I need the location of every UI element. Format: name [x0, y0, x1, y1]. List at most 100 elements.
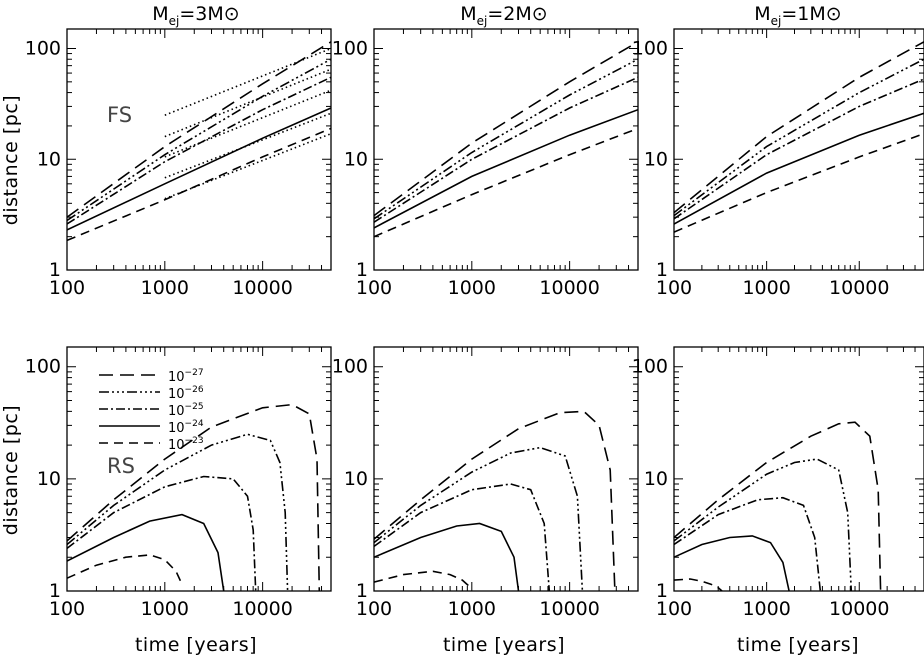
x-tick-label: 10000 — [829, 277, 889, 299]
column-title-1: Mej=3M⊙ — [152, 3, 239, 28]
row-label-rs: RS — [107, 454, 135, 478]
x-tick-label: 1000 — [141, 277, 189, 299]
series-line-dash-dot — [67, 76, 331, 225]
series-line-dash-dot — [674, 78, 924, 220]
y-tick-label: 10 — [37, 148, 61, 170]
y-tick-label: 10 — [37, 468, 61, 490]
y-tick-label: 100 — [332, 356, 368, 378]
series-line-long-dash — [374, 41, 638, 217]
series-line-dashed — [674, 578, 723, 591]
x-tick-label: 100 — [356, 277, 392, 299]
y-tick-label: 100 — [632, 38, 668, 60]
x-tick-label: 10000 — [539, 598, 599, 620]
series-line-dotted — [164, 68, 331, 138]
series-line-dash-dot — [374, 483, 551, 591]
series-line-dash-dot-dot-dot — [374, 58, 638, 220]
series-line-dashed — [67, 127, 331, 242]
y-tick-label: 1 — [356, 259, 368, 281]
y-tick-label: 1 — [49, 580, 61, 602]
series-line-dotted — [164, 132, 331, 200]
series-line-dash-dot-dot-dot — [374, 446, 584, 591]
series-line-dash-dot — [374, 76, 638, 223]
xlabel-2: time [years] — [443, 634, 565, 656]
y-tick-label: 1 — [656, 259, 668, 281]
series-line-dashed — [674, 132, 924, 233]
x-tick-label: 100 — [656, 277, 692, 299]
series-line-long-dash — [674, 421, 882, 591]
panel-frame — [66, 28, 332, 271]
series-line-dash-dot — [674, 496, 822, 591]
x-tick-label: 100 — [49, 598, 85, 620]
panel-2: 100 1000 10000 1 10 100 — [332, 28, 639, 299]
x-tick-label: 10000 — [232, 598, 292, 620]
series-line-long-dash — [67, 41, 331, 218]
series-line-dash-dot-dot-dot — [674, 58, 924, 217]
series-line-solid — [674, 112, 924, 225]
series-line-solid — [67, 107, 331, 231]
series-line-dash-dot-dot-dot — [674, 458, 853, 591]
legend-label-4: 10−24 — [168, 419, 204, 436]
series-line-solid — [374, 522, 520, 591]
y-tick-label: 1 — [356, 580, 368, 602]
series-line-dotted — [164, 47, 331, 116]
x-tick-label: 1000 — [141, 598, 189, 620]
panel-frame — [66, 346, 332, 592]
row-label-fs: FS — [107, 103, 132, 127]
x-tick-label: 10000 — [829, 598, 889, 620]
legend-label-2: 10−26 — [168, 385, 204, 402]
x-tick-label: 1000 — [742, 598, 790, 620]
series-line-solid — [674, 535, 790, 591]
ylabel-top: distance [pc] — [0, 95, 22, 225]
y-tick-label: 100 — [25, 356, 61, 378]
y-tick-label: 1 — [49, 259, 61, 281]
series-line-solid — [374, 108, 638, 229]
panel-frame — [673, 28, 924, 271]
panel-1: 100 1000 10000 1 10 100 — [25, 28, 332, 299]
y-tick-label: 10 — [344, 468, 368, 490]
x-tick-label: 10000 — [232, 277, 292, 299]
panel-frame — [373, 346, 639, 592]
legend-label-5: 10−23 — [168, 436, 204, 453]
panel-frame — [673, 346, 924, 592]
series-line-dotted — [164, 112, 331, 179]
x-tick-label: 1000 — [448, 277, 496, 299]
x-tick-label: 100 — [656, 598, 692, 620]
x-tick-label: 1000 — [448, 598, 496, 620]
legend-label-3: 10−25 — [168, 402, 204, 419]
series-line-dashed — [374, 570, 473, 590]
legend: 10−27 10−26 10−25 10−24 10−23 — [99, 368, 204, 453]
ylabel-bottom: distance [pc] — [0, 405, 22, 535]
y-tick-label: 100 — [25, 38, 61, 60]
panel-3: 100 1000 10000 1 10 100 — [632, 28, 924, 299]
series-line-dash-dot — [67, 475, 257, 591]
y-tick-label: 10 — [344, 148, 368, 170]
y-tick-label: 10 — [644, 468, 668, 490]
legend-label-1: 10−27 — [168, 368, 204, 385]
series-line-long-dash — [674, 41, 924, 214]
series-line-dashed — [67, 554, 183, 585]
column-title-2: Mej=2M⊙ — [460, 3, 547, 28]
x-tick-label: 100 — [356, 598, 392, 620]
series-line-dashed — [374, 127, 638, 238]
panel-frame — [373, 28, 639, 271]
y-tick-label: 1 — [656, 580, 668, 602]
series-line-solid — [67, 513, 225, 591]
panel-5: 100 1000 10000 1 10 100 — [332, 346, 639, 620]
x-tick-label: 10000 — [539, 277, 599, 299]
x-tick-label: 1000 — [742, 277, 790, 299]
column-title-3: Mej=1M⊙ — [754, 3, 841, 28]
series-line-dash-dot-dot-dot — [67, 58, 331, 222]
panel-6: 100 1000 10000 1 10 100 — [632, 346, 924, 620]
x-tick-label: 100 — [49, 277, 85, 299]
y-tick-label: 10 — [644, 148, 668, 170]
y-tick-label: 100 — [332, 38, 368, 60]
y-tick-label: 100 — [632, 356, 668, 378]
xlabel-3: time [years] — [737, 634, 859, 656]
series-line-long-dash — [67, 403, 321, 591]
xlabel-1: time [years] — [135, 634, 257, 656]
series-line-dotted — [164, 89, 331, 158]
panel-4: 100 1000 10000 1 10 100 — [25, 346, 332, 620]
series-line-dash-dot-dot-dot — [67, 433, 289, 591]
